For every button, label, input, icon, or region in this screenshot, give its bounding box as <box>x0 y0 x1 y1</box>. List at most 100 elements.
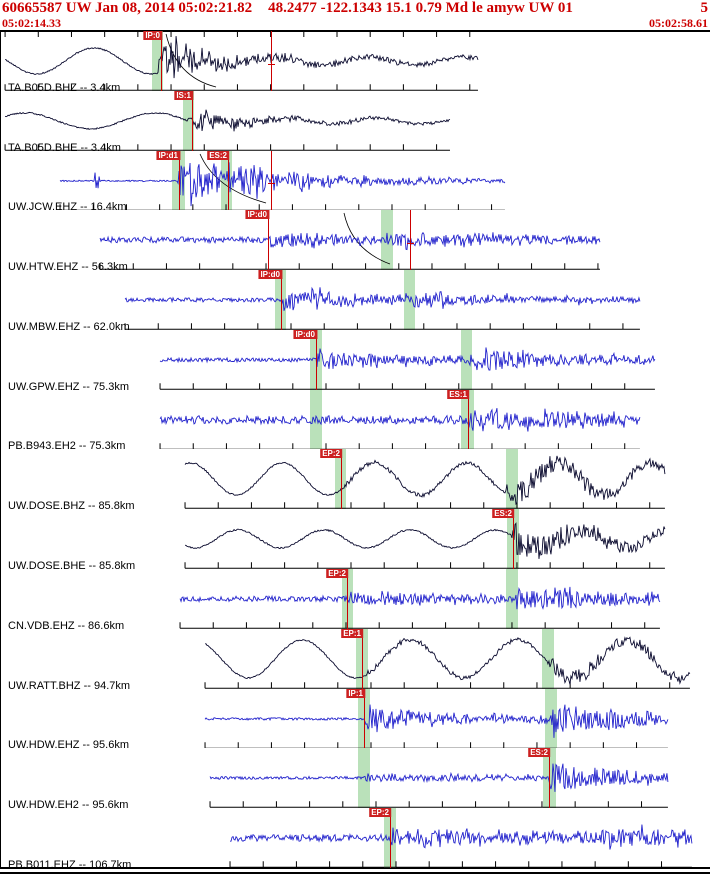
predicted-arrival-cross <box>268 63 275 65</box>
trace-wave <box>230 824 693 850</box>
pick-flag[interactable]: EP:2 <box>320 449 342 459</box>
waveform-uw-dose-bhz[interactable] <box>0 449 710 510</box>
waveform-uw-mbw-ehz[interactable] <box>0 270 710 330</box>
pick-line[interactable] <box>362 628 363 689</box>
pick-flag[interactable]: ES:2 <box>207 150 229 160</box>
pick-flag[interactable]: EP:2 <box>369 808 391 818</box>
event-header: 60665587 UW Jan 08, 2014 05:02:21.82 48.… <box>0 0 710 30</box>
trace-wave <box>4 109 451 132</box>
pick-flag[interactable]: EP:1 <box>341 628 363 638</box>
pick-line[interactable] <box>468 389 469 450</box>
window-end-time: 05:02:58.61 <box>649 16 708 30</box>
uncertainty-band <box>335 449 346 510</box>
waveform-ta-b05d-bhz[interactable] <box>0 31 710 91</box>
trace-wave <box>5 36 479 79</box>
trace-wave <box>179 586 661 610</box>
waveform-pb-b011-ehz[interactable] <box>0 808 710 868</box>
pick-line[interactable] <box>549 748 550 809</box>
trace-row-uw-dose-bhz[interactable]: EP:2 UW.DOSE.BHZ -- 85.8km <box>0 449 710 512</box>
uncertainty-band <box>310 389 322 450</box>
waveform-pb-b943-eh2[interactable] <box>0 390 710 450</box>
bottom-border <box>0 867 710 874</box>
trace-row-pb-b011-ehz[interactable]: EP:2 PB.B011.EHZ -- 106.7km <box>0 808 710 871</box>
pick-line[interactable] <box>316 329 317 390</box>
window-start-time: 05:02:14.33 <box>2 16 61 30</box>
time-axis <box>4 144 450 151</box>
trace-wave <box>209 763 669 793</box>
trace-row-pb-b943-eh2[interactable]: ES:1 PB.B943.EH2 -- 75.3km <box>0 389 710 452</box>
pick-line[interactable] <box>513 509 514 569</box>
title-right-fragment: 5 <box>700 0 709 16</box>
trace-row-cn-vdb-ehz[interactable]: EP:2 CN.VDB.EHZ -- 86.6km <box>0 569 710 631</box>
pick-line[interactable] <box>281 270 282 330</box>
pick-line[interactable] <box>161 31 162 91</box>
event-title-line: 60665587 UW Jan 08, 2014 05:02:21.82 48.… <box>2 0 708 17</box>
uncertainty-band <box>275 270 286 330</box>
predicted-arrival-marker <box>271 150 272 211</box>
waveform-uw-jcw-ehz[interactable] <box>0 151 710 211</box>
station-label: UW.DOSE.BHE -- 85.8km <box>8 560 136 572</box>
pick-flag[interactable]: IP:d0 <box>258 270 282 280</box>
pick-line[interactable] <box>341 449 342 510</box>
pick-flag[interactable]: ES:1 <box>447 389 469 399</box>
pick-line[interactable] <box>390 808 391 868</box>
station-label: PB.B011.EHZ -- 106.7km <box>8 858 132 871</box>
trace-row-uw-hdw-ehz[interactable]: IP:1 UW.HDW.EHZ -- 95.6km <box>0 688 710 752</box>
pick-flag[interactable]: IP:d0 <box>293 329 317 339</box>
predicted-arrival-cross <box>407 243 414 245</box>
waveform-cn-vdb-ehz[interactable] <box>0 569 710 629</box>
pick-flag[interactable]: ES:2 <box>492 509 514 519</box>
waveform-uw-htw-ehz[interactable] <box>0 210 710 271</box>
pick-flag[interactable]: IP:1 <box>346 688 365 698</box>
station-label: UW.HDW.EHZ -- 95.6km <box>8 739 130 752</box>
trace-wave <box>184 522 666 560</box>
trace-row-uw-hdw-eh2[interactable]: ES:2 UW.HDW.EH2 -- 95.6km <box>0 748 710 812</box>
pick-line[interactable] <box>364 688 365 749</box>
uncertainty-band <box>461 389 474 450</box>
time-axis <box>204 741 668 749</box>
pick-flag[interactable]: IP:d1 <box>156 150 180 160</box>
uncertainty-band <box>152 31 163 91</box>
waveform-uw-ratt-bhz[interactable] <box>0 629 710 689</box>
trace-wave <box>204 704 669 738</box>
pick-line[interactable] <box>228 150 229 211</box>
trace-row-uw-jcw-ehz[interactable]: IP:d1 ES:2 UW.JCW.EHZ -- 16.4km <box>0 150 710 214</box>
uncertainty-band <box>183 90 194 151</box>
event-location-magnitude: 48.2477 -122.1343 15.1 0.79 Md le amyw U… <box>268 0 573 16</box>
station-label: UW.HTW.EHZ -- 56.3km <box>8 261 128 274</box>
trace-row-uw-dose-bhe[interactable]: ES:2 UW.DOSE.BHE -- 85.8km <box>0 509 710 572</box>
waveform-uw-gpw-ehz[interactable] <box>0 330 710 390</box>
time-axis <box>209 801 668 809</box>
pick-flag[interactable]: IP:0 <box>143 31 162 40</box>
pick-line[interactable] <box>179 150 180 211</box>
pick-flag[interactable]: ES:2 <box>528 748 550 758</box>
pick-flag[interactable]: EP:2 <box>326 569 348 579</box>
trace-wave <box>124 286 641 312</box>
waveform-uw-dose-bhe[interactable] <box>0 509 710 569</box>
station-label: TA.B05D.BHE -- 3.4km <box>8 141 121 154</box>
trace-row-ta-b05d-bhz[interactable]: IP:0 TA.B05D.BHZ -- 3.4km <box>0 31 710 94</box>
pick-flag[interactable]: IP:d0 <box>245 210 269 220</box>
waveform-uw-hdw-ehz[interactable] <box>0 689 710 749</box>
pick-line[interactable] <box>192 90 193 151</box>
station-label: UW.HDW.EH2 -- 95.6km <box>8 799 129 812</box>
station-label: UW.GPW.EHZ -- 75.3km <box>8 380 130 393</box>
predicted-arrival-cross <box>268 183 275 185</box>
pick-line[interactable] <box>347 569 348 629</box>
trace-row-uw-gpw-ehz[interactable]: IP:d0 UW.GPW.EHZ -- 75.3km <box>0 329 710 393</box>
trace-wave <box>159 407 641 432</box>
trace-row-uw-mbw-ehz[interactable]: IP:d0 UW.MBW.EHZ -- 62.0km <box>0 270 710 332</box>
trace-row-uw-htw-ehz[interactable]: IP:d0 UW.HTW.EHZ -- 56.3km <box>0 210 710 274</box>
trace-row-ta-b05d-bhe[interactable]: IS:1 TA.B05D.BHE -- 3.4km <box>0 90 710 154</box>
waveform-uw-hdw-eh2[interactable] <box>0 748 710 809</box>
station-label: TA.B05D.BHZ -- 3.4km <box>8 81 121 94</box>
predicted-arrival-marker <box>271 31 272 91</box>
time-axis <box>204 682 690 689</box>
waveform-ta-b05d-bhe[interactable] <box>0 91 710 151</box>
pick-line[interactable] <box>268 210 269 271</box>
trace-row-uw-ratt-bhz[interactable]: EP:1 UW.RATT.BHZ -- 94.7km <box>0 628 710 691</box>
station-label: UW.JCW.EHZ -- 16.4km <box>8 201 127 214</box>
pick-flag[interactable]: IS:1 <box>174 90 193 100</box>
